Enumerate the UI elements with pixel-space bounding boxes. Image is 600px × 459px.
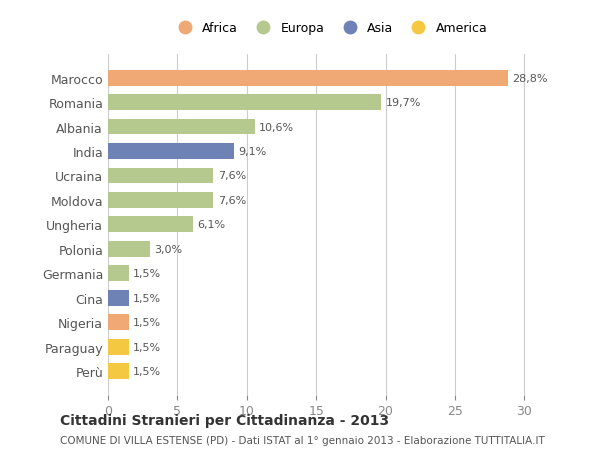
Bar <box>108 71 508 86</box>
Text: 10,6%: 10,6% <box>259 122 295 132</box>
Bar <box>108 193 214 208</box>
Bar <box>108 241 149 257</box>
Text: 3,0%: 3,0% <box>154 244 182 254</box>
Bar <box>108 217 193 233</box>
Text: 1,5%: 1,5% <box>133 293 161 303</box>
Legend: Africa, Europa, Asia, America: Africa, Europa, Asia, America <box>167 17 493 40</box>
Bar <box>108 119 255 135</box>
Text: 1,5%: 1,5% <box>133 269 161 279</box>
Bar <box>108 95 382 111</box>
Text: COMUNE DI VILLA ESTENSE (PD) - Dati ISTAT al 1° gennaio 2013 - Elaborazione TUTT: COMUNE DI VILLA ESTENSE (PD) - Dati ISTA… <box>60 435 545 445</box>
Bar <box>108 364 129 379</box>
Text: Cittadini Stranieri per Cittadinanza - 2013: Cittadini Stranieri per Cittadinanza - 2… <box>60 413 389 427</box>
Bar <box>108 144 234 160</box>
Text: 28,8%: 28,8% <box>512 73 547 84</box>
Bar <box>108 339 129 355</box>
Text: 7,6%: 7,6% <box>218 196 246 206</box>
Bar <box>108 266 129 282</box>
Text: 19,7%: 19,7% <box>386 98 421 108</box>
Text: 1,5%: 1,5% <box>133 342 161 352</box>
Text: 9,1%: 9,1% <box>238 147 266 157</box>
Text: 1,5%: 1,5% <box>133 366 161 376</box>
Text: 7,6%: 7,6% <box>218 171 246 181</box>
Bar <box>108 168 214 184</box>
Bar <box>108 290 129 306</box>
Text: 6,1%: 6,1% <box>197 220 225 230</box>
Bar <box>108 314 129 330</box>
Text: 1,5%: 1,5% <box>133 318 161 328</box>
